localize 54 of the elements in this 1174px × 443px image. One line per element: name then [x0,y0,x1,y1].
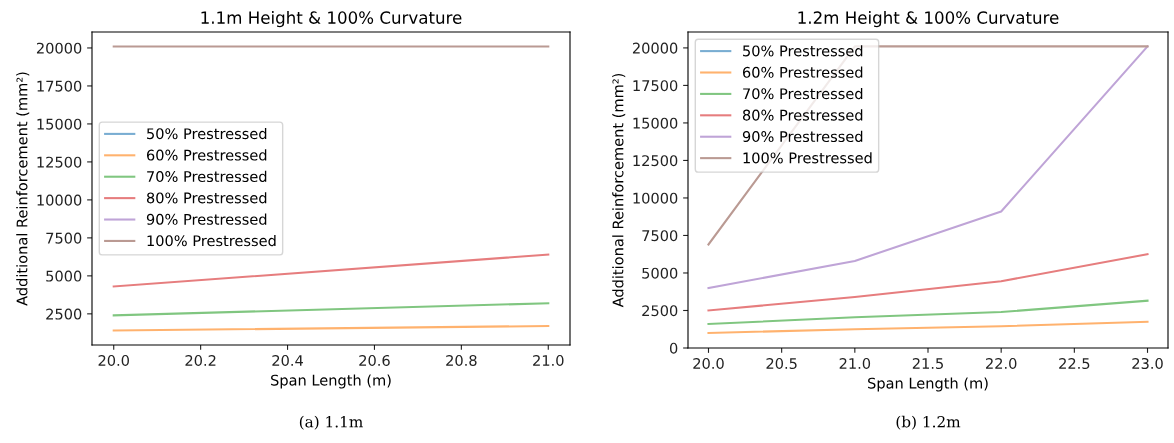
x-tick-label: 20.4 [272,354,303,367]
x-tick-label: 20.0 [693,357,724,370]
text: (b) 1.2m [896,415,961,430]
x-tick-label: 23.0 [1132,357,1163,370]
legend-label: 90% Prestressed [742,130,863,143]
y-tick-label: 7500 [46,232,82,244]
legend-label: 60% Prestressed [146,149,267,161]
x-tick-label: 21.0 [839,357,871,370]
x-tick-label: 22.5 [1059,357,1090,370]
y-tick-label: 17500 [633,80,678,92]
text: (a) 1.1m [299,415,363,430]
x-axis-title: Span Length (m) [868,377,988,392]
line-series [707,299,1149,326]
y-tick-label: 10000 [633,192,678,204]
y-axis-title: Additional Reinforcement (mm²) [16,72,30,306]
legend-label: 50% Prestressed [743,45,863,57]
y-axis-title: Additional Reinforcement (mm²) [612,73,626,308]
y-tick-label: 17500 [37,80,82,92]
legend-label: 80% Prestressed [742,109,863,121]
y-tick-label: 5000 [46,270,82,282]
y-tick-label: 15000 [37,118,82,130]
x-tick-label: 20.8 [446,354,477,367]
y-tick-label: 20000 [632,42,678,54]
chart-title: 1.2m Height & 100% Curvature [798,11,1059,28]
line-series [707,253,1149,312]
legend-label: 80% Prestressed [146,192,267,204]
legend-label: 100% Prestressed [743,152,872,164]
x-tick-label: 21.0 [533,354,564,367]
legend-label: 70% Prestressed [147,170,267,183]
x-tick-label: 20.0 [98,354,129,367]
legend-label: 60% Prestressed [742,66,863,78]
x-tick-label: 20.6 [359,354,390,367]
legend-label: 100% Prestressed [147,234,276,247]
x-tick-label: 20.2 [185,354,216,367]
line-series [707,320,1149,335]
legend-label: 90% Prestressed [146,213,267,225]
legend-label: 70% Prestressed [743,87,863,100]
x-tick-label: 20.5 [766,357,797,370]
y-tick-label: 15000 [633,117,678,129]
x-tick-label: 21.5 [912,357,943,370]
x-axis-title: Span Length (m) [271,374,391,389]
y-tick-label: 12500 [37,156,82,168]
y-tick-label: 2500 [46,308,82,320]
y-tick-label: 10000 [37,194,82,206]
y-tick-label: 0 [669,342,678,354]
y-tick-label: 2500 [642,305,678,317]
y-tick-label: 12500 [633,155,678,167]
chart-title: 1.1m Height & 100% Curvature [201,11,462,28]
y-tick-label: 20000 [36,42,82,54]
y-tick-label: 7500 [642,230,678,242]
x-tick-label: 22.0 [986,357,1017,370]
y-tick-label: 5000 [642,267,678,279]
line-series [707,45,1149,290]
legend-label: 50% Prestressed [147,127,267,140]
